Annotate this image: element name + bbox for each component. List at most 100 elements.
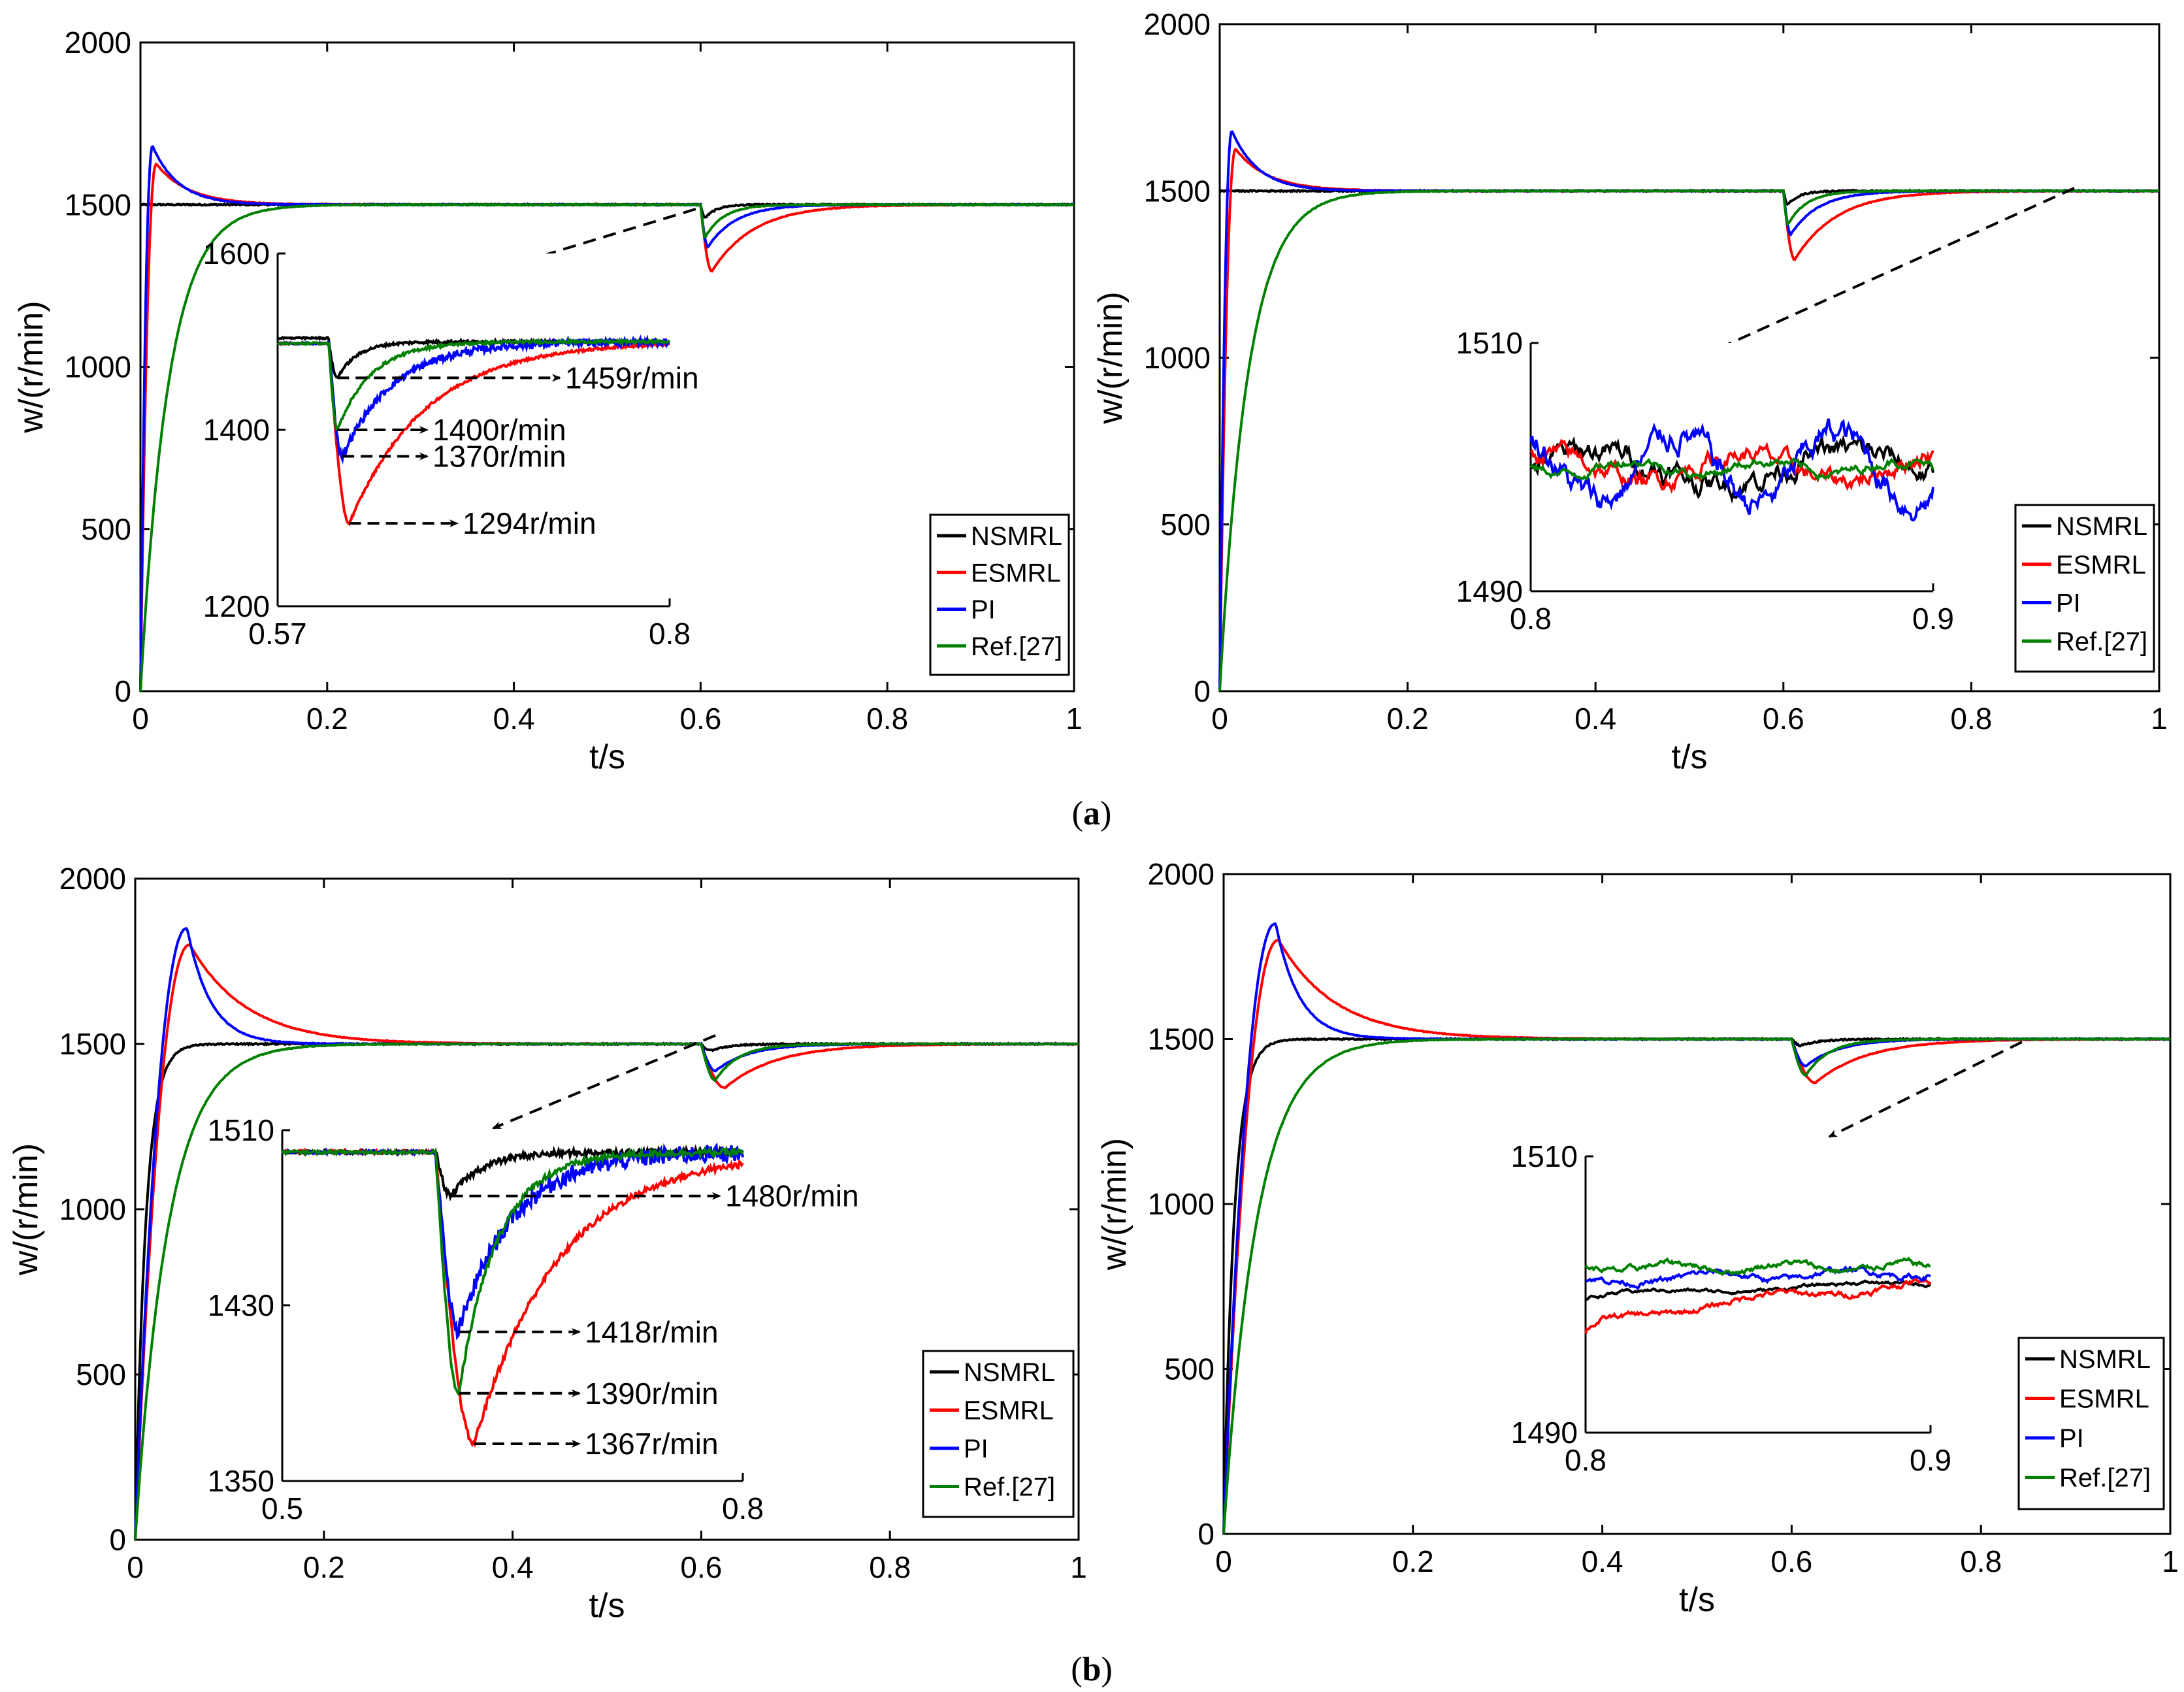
panel-a-left: 0 0.2 0.4 0.6 0.8 1 0 500 1000 1500 2000 t/s w/(r/mi… bbox=[12, 25, 1083, 776]
legend: NSMRL ESMRL PI Ref.[27] bbox=[929, 513, 1070, 676]
x-tick-label: 0.2 bbox=[303, 1550, 345, 1584]
legend-label: ESMRL bbox=[2059, 1385, 2149, 1414]
legend-label: Ref.[27] bbox=[971, 632, 1062, 661]
y-tick-label: 1000 bbox=[59, 1192, 126, 1226]
annotation-label: 1459r/min bbox=[565, 361, 699, 395]
legend: NSMRL ESMRL PI Ref.[27] bbox=[2017, 1337, 2165, 1510]
inset-y-tick-label: 1430 bbox=[208, 1288, 274, 1322]
y-tick-label: 1500 bbox=[1144, 174, 1211, 208]
inset-y-tick-label: 1200 bbox=[203, 589, 270, 623]
x-tick-label: 0 bbox=[1215, 1544, 1232, 1578]
y-axis-label: w/(r/min) bbox=[1092, 291, 1130, 424]
y-tick-label: 1500 bbox=[59, 1027, 126, 1061]
x-axis-label: t/s bbox=[1672, 738, 1708, 776]
inset-y-tick-label: 1490 bbox=[1511, 1416, 1578, 1450]
y-tick-label: 500 bbox=[1164, 1352, 1214, 1386]
legend-label: PI bbox=[2059, 1424, 2084, 1453]
y-tick-label: 2000 bbox=[65, 25, 131, 59]
x-tick-label: 1 bbox=[1070, 1550, 1087, 1584]
inset-line-ref27 bbox=[277, 337, 670, 432]
x-tick-label: 1 bbox=[1066, 702, 1083, 736]
x-tick-label: 0.2 bbox=[1387, 702, 1429, 736]
inset-x-tick-label: 0.57 bbox=[248, 617, 307, 651]
x-tick-label: 0.6 bbox=[679, 702, 721, 736]
x-tick-label: 0 bbox=[132, 702, 149, 736]
annotation-label: 1370r/min bbox=[432, 440, 566, 474]
inset-x-tick-label: 0.8 bbox=[722, 1491, 764, 1525]
legend-label: NSMRL bbox=[964, 1358, 1055, 1387]
inset-y-tick-label: 1510 bbox=[1511, 1139, 1578, 1173]
x-tick-label: 0.8 bbox=[1950, 702, 1992, 736]
y-tick-label: 0 bbox=[114, 674, 131, 708]
y-tick-label: 0 bbox=[109, 1523, 126, 1557]
inset-x-tick-label: 0.8 bbox=[1565, 1443, 1606, 1477]
inset-y-tick-label: 1490 bbox=[1456, 574, 1523, 608]
y-tick-label: 1000 bbox=[1148, 1187, 1214, 1221]
caption-b: (b) bbox=[1071, 1651, 1113, 1688]
panel-a-right: 0 0.2 0.4 0.6 0.8 1 0 500 1000 1500 2000 t/s w/(r/mi… bbox=[1092, 7, 2168, 776]
inset-y-tick-label: 1510 bbox=[1456, 326, 1523, 360]
legend-label: PI bbox=[971, 596, 996, 625]
series-line-ref27 bbox=[1222, 1037, 2171, 1534]
legend-box bbox=[2014, 504, 2155, 673]
legend-label: ESMRL bbox=[971, 559, 1061, 587]
legend-label: ESMRL bbox=[964, 1397, 1054, 1425]
annotation-label: 1418r/min bbox=[585, 1315, 719, 1349]
x-tick-label: 0.6 bbox=[680, 1550, 722, 1584]
x-tick-label: 0.4 bbox=[1574, 702, 1616, 736]
x-tick-label: 0.8 bbox=[869, 1550, 911, 1584]
y-tick-label: 2000 bbox=[59, 862, 126, 896]
legend-label: Ref.[27] bbox=[2059, 1464, 2151, 1493]
inset-x-tick-label: 0.9 bbox=[1912, 602, 1954, 636]
legend: NSMRL ESMRL PI Ref.[27] bbox=[2014, 504, 2155, 673]
inset-line-pi bbox=[277, 334, 670, 464]
y-tick-label: 500 bbox=[76, 1358, 126, 1391]
inset-x-tick-label: 0.8 bbox=[649, 617, 691, 651]
legend: NSMRL ESMRL PI Ref.[27] bbox=[922, 1350, 1075, 1518]
y-tick-label: 1000 bbox=[65, 350, 131, 384]
inset-y-tick-label: 1600 bbox=[203, 236, 270, 270]
inset-line-ref27 bbox=[281, 1145, 744, 1397]
inset-y-tick-label: 1350 bbox=[208, 1464, 274, 1498]
legend-label: NSMRL bbox=[2056, 512, 2147, 541]
panel-b-right: 0 0.2 0.4 0.6 0.8 1 0 500 1000 1500 2000 t/s w/(r/mi… bbox=[1096, 857, 2179, 1619]
x-tick-label: 0.8 bbox=[866, 702, 908, 736]
zoom-arrow bbox=[1701, 187, 2075, 357]
inset-line-esmrl bbox=[1529, 438, 1934, 494]
y-tick-label: 2000 bbox=[1144, 7, 1211, 41]
x-axis-label: t/s bbox=[589, 738, 625, 776]
y-tick-label: 2000 bbox=[1148, 857, 1214, 891]
x-tick-label: 0.6 bbox=[1763, 702, 1804, 736]
legend-label: Ref.[27] bbox=[2056, 627, 2147, 656]
inset-line-ref27 bbox=[1529, 457, 1934, 482]
legend-label: NSMRL bbox=[971, 522, 1062, 551]
x-tick-label: 0.4 bbox=[493, 702, 535, 736]
y-axis-label: w/(r/min) bbox=[1096, 1138, 1133, 1271]
x-tick-label: 1 bbox=[2151, 702, 2168, 736]
legend-label: PI bbox=[2056, 589, 2081, 618]
caption-a: (a) bbox=[1072, 795, 1112, 832]
y-tick-label: 0 bbox=[1194, 674, 1211, 708]
y-tick-label: 1500 bbox=[65, 187, 131, 221]
legend-label: NSMRL bbox=[2059, 1345, 2151, 1374]
inset-y-tick-label: 1510 bbox=[208, 1113, 274, 1147]
inset-background bbox=[282, 1130, 743, 1481]
y-tick-label: 1500 bbox=[1148, 1022, 1214, 1056]
x-tick-label: 0.6 bbox=[1770, 1544, 1812, 1578]
annotation-label: 1294r/min bbox=[463, 506, 596, 540]
zoom-arrow bbox=[492, 1034, 716, 1130]
legend-box bbox=[2017, 1337, 2165, 1510]
legend-box bbox=[922, 1350, 1075, 1518]
y-axis-label: w/(r/min) bbox=[7, 1143, 45, 1276]
series-line-ref27 bbox=[139, 203, 1075, 692]
panel-b-left: 0 0.2 0.4 0.6 0.8 10500100015002000t/sw/(r/mi… bbox=[7, 862, 1087, 1625]
inset-line-nsmrl bbox=[1584, 1279, 1931, 1301]
inset-line-ref27 bbox=[1584, 1256, 1931, 1277]
x-tick-label: 0.4 bbox=[1582, 1544, 1623, 1578]
y-tick-label: 0 bbox=[1198, 1517, 1214, 1551]
y-tick-label: 1000 bbox=[1144, 341, 1211, 375]
annotation-label: 1367r/min bbox=[585, 1427, 719, 1461]
inset-line-pi bbox=[1529, 418, 1934, 522]
x-tick-label: 0 bbox=[1211, 702, 1228, 736]
series-line-ref27 bbox=[1218, 189, 2160, 692]
